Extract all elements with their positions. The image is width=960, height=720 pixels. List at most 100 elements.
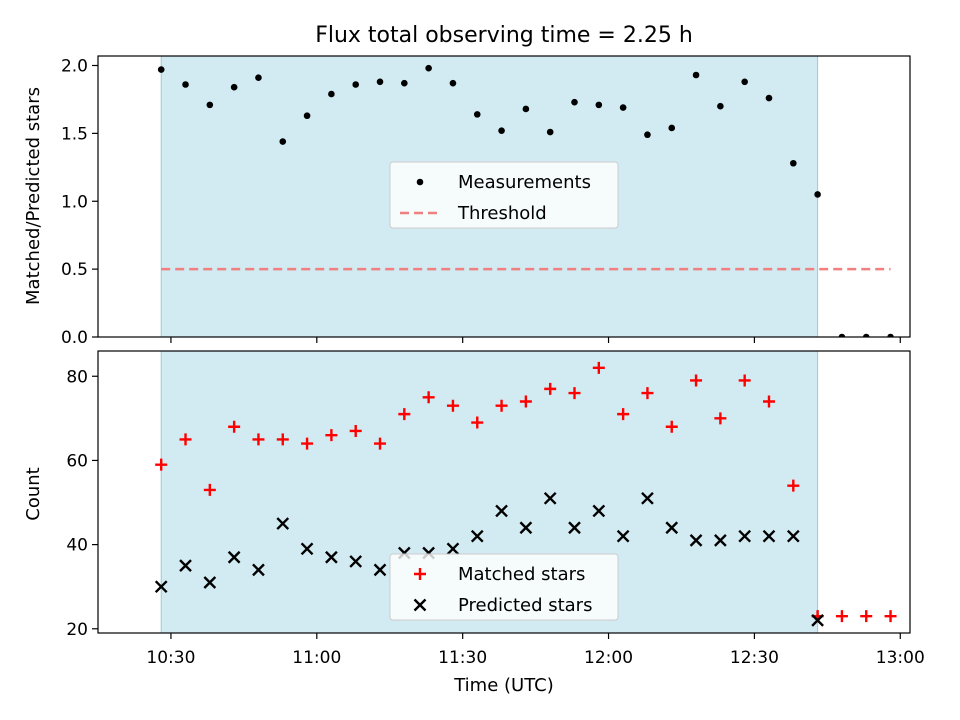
measurement-point [619, 104, 627, 111]
predicted-star-point [495, 504, 508, 518]
x-tick-label: 13:00 [876, 648, 925, 668]
predicted-star-point [300, 542, 314, 556]
measurement-point [328, 90, 335, 98]
y-tick-label: 0.5 [61, 260, 88, 280]
top-panel-y-axis-label: Matched/Predicted stars [23, 87, 44, 305]
predicted-star-point [689, 534, 703, 547]
measurement-point [498, 127, 505, 134]
legend-label: Matched stars [458, 564, 585, 585]
axes-frame [97, 350, 911, 634]
x-axis-label: Time (UTC) [453, 675, 554, 696]
predicted-star-point [762, 529, 776, 543]
measurement-point [522, 105, 530, 113]
y-tick-label: 1.5 [61, 124, 88, 144]
predicted-star-point [592, 504, 606, 518]
y-tick-label: 1.0 [61, 192, 88, 212]
measurement-point [279, 138, 287, 145]
matched-star-point [228, 420, 241, 433]
matched-star-point [155, 458, 168, 471]
measurement-point [401, 79, 408, 87]
matched-star-point [544, 382, 557, 395]
matched-star-point [592, 361, 605, 374]
legend-label: Threshold [457, 203, 547, 224]
predicted-star-point [616, 529, 630, 543]
series-predicted-stars [154, 491, 824, 627]
axes-frame [97, 55, 911, 338]
matched-star-point [495, 399, 508, 412]
predicted-star-point [811, 614, 824, 627]
matched-star-point [568, 387, 581, 400]
predicted-star-point [154, 580, 168, 594]
predicted-star-point [252, 563, 265, 577]
matched-star-point [665, 420, 678, 433]
matched-star-point [374, 437, 387, 450]
measurement-point [473, 111, 481, 118]
predicted-star-point [714, 534, 727, 547]
predicted-star-point [568, 521, 581, 535]
measurement-point [449, 79, 457, 87]
x-tick-label: 12:30 [730, 648, 779, 668]
predicted-star-point [373, 563, 387, 577]
measurement-point [255, 74, 262, 82]
top-panel-ratio-plot: 0.0 0.5 1.0 1.5 2.0 Measurements Threshold [61, 55, 911, 348]
matched-star-point [471, 416, 484, 429]
measurement-point [595, 101, 603, 109]
predicted-star-point [665, 521, 679, 535]
measurement-point [182, 81, 189, 88]
legend-marker-dot [416, 178, 424, 186]
measurement-point [717, 102, 724, 110]
x-tick-label: 11:00 [292, 648, 341, 668]
bottom-panel-count-plot: 20 40 60 80 10:30 11:00 11:30 12:00 12:30 13:00 Ma… [66, 350, 925, 668]
matched-star-point [860, 610, 873, 623]
measurement-point [303, 112, 311, 120]
legend-box [389, 553, 619, 621]
matched-star-point [519, 395, 532, 408]
matched-star-point [641, 387, 654, 400]
predicted-star-point [543, 491, 557, 505]
predicted-star-point [349, 555, 363, 568]
measurement-point [887, 333, 894, 337]
matched-star-point [349, 424, 362, 437]
y-tick-label: 0.0 [61, 328, 88, 348]
measurement-point [741, 78, 748, 86]
y-tick-label: 20 [66, 620, 88, 640]
y-tick-label: 40 [66, 536, 88, 556]
y-tick-label: 80 [66, 367, 88, 387]
legend-label: Measurements [458, 172, 591, 193]
measurement-point [838, 333, 846, 337]
series-measurements [157, 64, 894, 337]
y-tick-label: 2.0 [61, 57, 88, 77]
matched-star-point [179, 433, 192, 446]
matched-star-point [422, 391, 435, 404]
matched-star-point [252, 433, 265, 446]
measurement-point [814, 191, 821, 198]
predicted-star-point [519, 521, 533, 535]
predicted-star-point [276, 517, 290, 530]
predicted-star-point [203, 576, 217, 589]
measurement-point [862, 333, 870, 337]
predicted-star-point [641, 491, 654, 505]
matched-star-point [398, 408, 411, 421]
x-tick-label: 10:30 [146, 648, 195, 668]
matched-star-point [446, 399, 459, 412]
measurement-point [644, 131, 651, 139]
matched-star-point [301, 437, 314, 450]
matched-star-point [884, 610, 897, 623]
measurement-point [425, 64, 432, 72]
predicted-star-point [446, 542, 460, 556]
bottom-panel-y-axis-label: Count [23, 467, 44, 520]
matched-star-point [787, 479, 800, 492]
measurement-point [692, 71, 700, 79]
matched-star-point [325, 429, 338, 442]
y-tick-label: 60 [66, 451, 88, 471]
predicted-star-point [325, 550, 338, 564]
matched-star-point [714, 412, 727, 425]
plot-area [154, 361, 897, 627]
predicted-star-point [786, 529, 800, 543]
legend: Matched stars Predicted stars [389, 553, 619, 621]
measurement-point [157, 66, 165, 73]
matched-star-point [835, 610, 848, 623]
legend: Measurements Threshold [389, 161, 619, 229]
measurement-point [376, 78, 384, 86]
